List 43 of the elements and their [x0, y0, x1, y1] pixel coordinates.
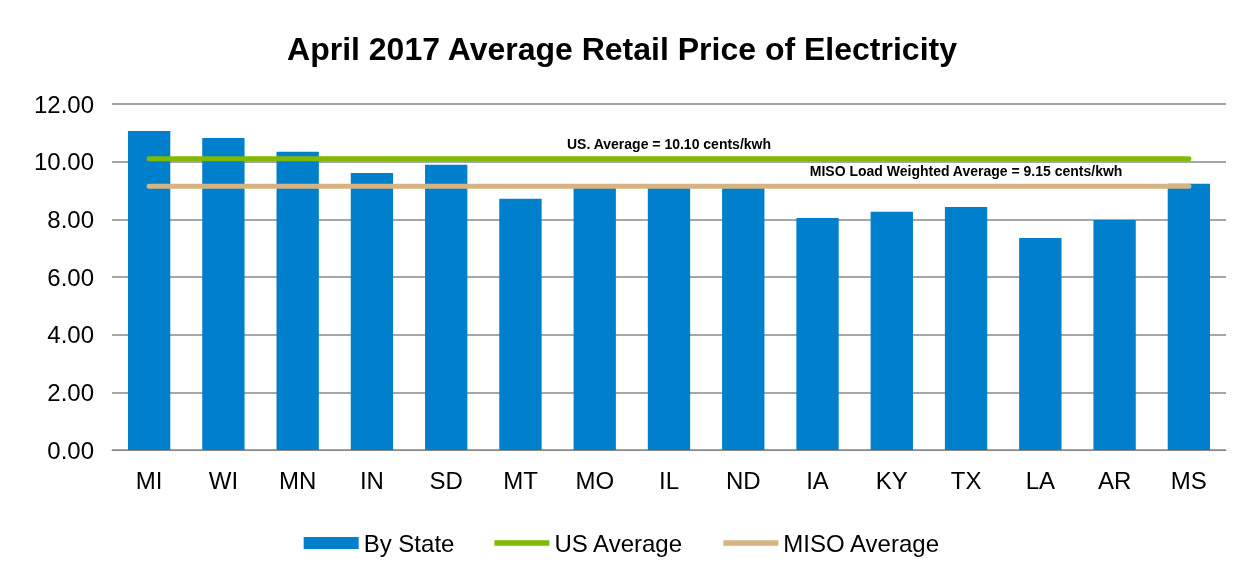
y-tick-label: 8.00 [47, 205, 94, 233]
x-tick-label: TX [950, 466, 982, 494]
x-tick-label: MT [503, 466, 539, 494]
x-tick-label: IL [658, 466, 680, 494]
y-tick-label: 2.00 [47, 378, 94, 406]
legend-label: US Average [554, 529, 683, 557]
x-tick-label: IA [806, 466, 829, 494]
legend-label: MISO Average [783, 529, 939, 557]
bar [870, 211, 913, 450]
y-tick-label: 12.00 [33, 90, 94, 118]
x-tick-label: KY [875, 466, 908, 494]
x-tick-label: AR [1097, 466, 1132, 494]
bar [499, 198, 542, 450]
x-tick-label: MS [1170, 466, 1207, 494]
x-tick-label: MI [135, 466, 163, 494]
y-tick-label: 4.00 [47, 321, 94, 349]
x-tick-label: ND [725, 466, 761, 494]
bar [1093, 219, 1136, 450]
x-tick-label: LA [1025, 466, 1056, 494]
legend-label: By State [363, 529, 455, 557]
y-tick-label: 0.00 [47, 436, 94, 464]
annotation: US. Average = 10.10 cents/kwh [566, 135, 772, 152]
y-tick-label: 6.00 [47, 263, 94, 291]
bar [202, 138, 245, 450]
bar [350, 172, 394, 450]
bar [944, 206, 988, 450]
annotation: MISO Load Weighted Average = 9.15 cents/kwh [809, 163, 1123, 180]
y-tick-label: 10.00 [33, 148, 94, 176]
x-tick-label: MO [575, 466, 615, 494]
bar [1019, 238, 1062, 450]
bar [722, 187, 765, 450]
bar [425, 164, 468, 450]
bar [276, 151, 319, 450]
bar [647, 187, 691, 450]
x-tick-label: IN [359, 466, 384, 494]
bar [796, 217, 839, 450]
bar [127, 131, 171, 450]
x-tick-label: MN [279, 466, 317, 494]
bar [573, 187, 616, 450]
x-tick-label: WI [208, 466, 239, 494]
bar [1167, 183, 1211, 450]
x-tick-label: SD [429, 466, 463, 494]
chart-title: April 2017 Average Retail Price of Electricity [287, 31, 958, 67]
